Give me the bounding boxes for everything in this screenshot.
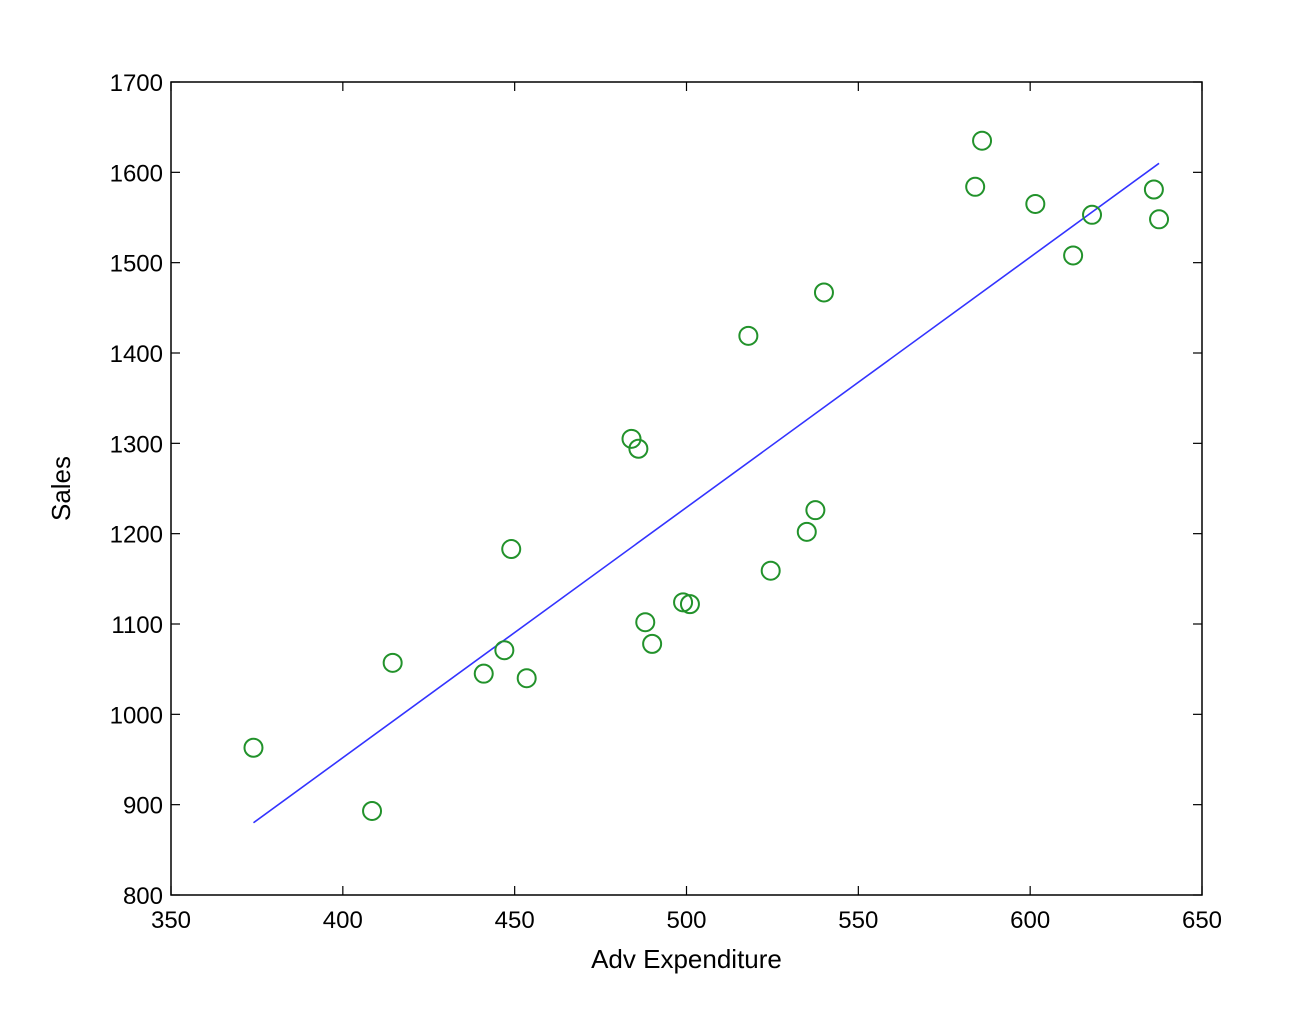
data-point [635,612,656,633]
data-point [679,594,700,615]
data-point [243,737,264,758]
data-point [501,539,522,560]
y-axis-label: Sales [46,456,76,521]
data-point [1063,245,1084,266]
data-point [642,633,663,654]
data-layer [243,130,1170,824]
data-point [473,663,494,684]
data-point [362,800,383,821]
ticks-layer: 350 400 450 500 550 600 650 800 900 1000 1100 1200 1… [110,70,1222,934]
x-tick-label: 650 [1182,907,1222,934]
data-point [738,325,759,346]
y-tick-label: 1700 [110,70,163,97]
data-point [1149,209,1170,230]
y-tick-label: 1400 [110,341,163,368]
data-point [1025,193,1046,214]
x-tick-label: 350 [151,907,191,934]
data-point [628,438,649,459]
axes-frame [170,81,1203,896]
y-tick-label: 1000 [110,702,163,729]
x-tick-label: 600 [1010,907,1050,934]
y-tick-label: 1500 [110,251,163,278]
data-point [972,130,993,151]
y-tick-label: 900 [123,793,163,820]
x-tick-label: 400 [323,907,363,934]
data-point [796,521,817,542]
x-axis-label: Adv Expenditure [591,944,782,974]
x-tick-label: 550 [838,907,878,934]
y-tick-label: 1300 [110,431,163,458]
data-point [494,640,515,661]
data-point [1082,204,1103,225]
data-point [965,176,986,197]
data-point [760,560,781,581]
fit-line [253,162,1160,824]
y-tick-label: 1600 [110,160,163,187]
data-point [516,668,537,689]
y-tick-label: 800 [123,883,163,910]
data-point [382,652,403,673]
y-tick-label: 1100 [111,612,163,639]
x-tick-label: 450 [495,907,535,934]
data-point [805,500,826,521]
data-point [621,428,642,449]
x-tick-label: 500 [666,907,706,934]
data-point [813,282,834,303]
y-tick-label: 1200 [110,522,163,549]
data-point [1143,179,1164,200]
